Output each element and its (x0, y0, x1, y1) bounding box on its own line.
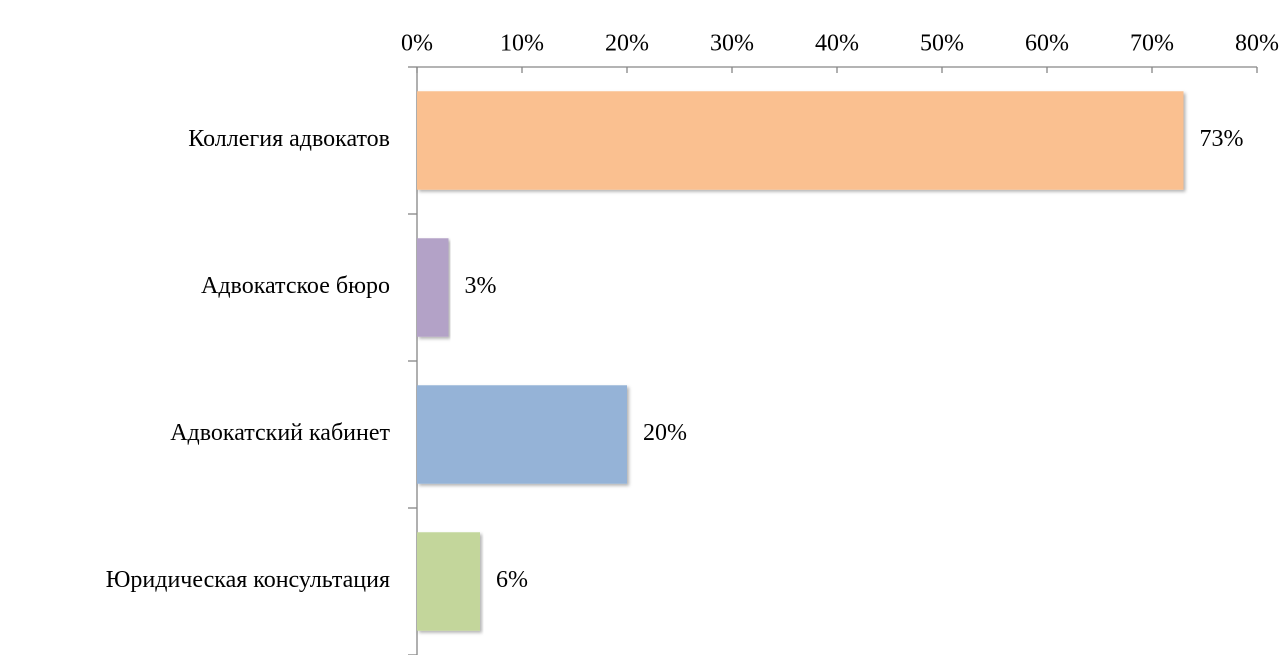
x-tick-label: 40% (815, 31, 859, 57)
x-tick-label: 70% (1130, 31, 1174, 57)
x-tick-label: 20% (605, 31, 649, 57)
value-label: 73% (1200, 126, 1244, 152)
bar (417, 91, 1184, 190)
x-tick-label: 30% (710, 31, 754, 57)
value-label: 6% (496, 567, 528, 593)
x-tick-label: 0% (401, 31, 433, 57)
y-tick-label: Адвокатский кабинет (170, 420, 390, 446)
x-tick-label: 60% (1025, 31, 1069, 57)
x-tick-label: 80% (1235, 31, 1279, 57)
bar (417, 238, 449, 337)
y-tick-label: Юридическая консультация (106, 567, 390, 593)
x-tick-label: 10% (500, 31, 544, 57)
value-label: 3% (465, 273, 497, 299)
y-tick-label: Коллегия адвокатов (188, 126, 390, 152)
y-tick-label: Адвокатское бюро (201, 273, 390, 299)
bar (417, 532, 480, 631)
x-tick-label: 50% (920, 31, 964, 57)
bar (417, 385, 627, 484)
value-label: 20% (643, 420, 687, 446)
